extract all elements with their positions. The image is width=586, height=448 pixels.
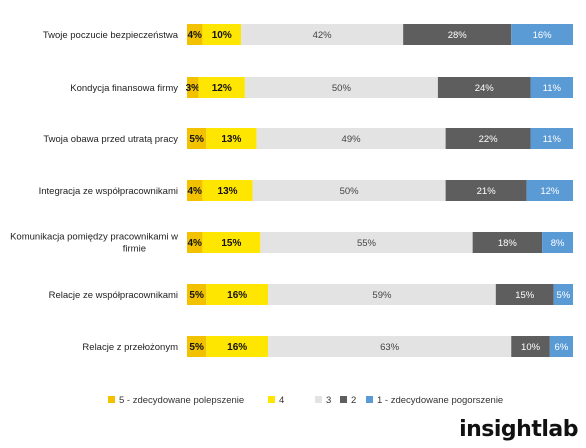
data-label: 55% bbox=[357, 238, 377, 249]
category-label: Twoje poczucie bezpieczeństwa bbox=[43, 30, 179, 41]
data-label: 11% bbox=[543, 134, 562, 145]
bar-segment bbox=[511, 336, 550, 357]
bar-segment bbox=[549, 336, 573, 357]
data-label: 12% bbox=[212, 83, 232, 94]
category-label: Relacje ze współpracownikami bbox=[49, 290, 178, 301]
bar-segment bbox=[260, 232, 473, 253]
data-label: 16% bbox=[533, 30, 553, 41]
bar-segment bbox=[403, 24, 512, 45]
bar-segment bbox=[187, 336, 207, 357]
bar-area: 4% 10% 42% 28% 16% 3% 12% 50% 24% 11% 5% 13% 49% 22% 1… bbox=[186, 24, 573, 357]
data-label: 5% bbox=[189, 290, 204, 301]
data-label: 5% bbox=[189, 134, 204, 145]
bar-segment bbox=[530, 128, 573, 149]
data-label: 4% bbox=[187, 186, 202, 197]
bar-segment bbox=[187, 284, 207, 305]
legend-label: 4 bbox=[279, 395, 284, 406]
brand-main: insight bbox=[459, 417, 542, 442]
legend-label: 2 bbox=[351, 395, 356, 406]
data-label: 28% bbox=[448, 30, 468, 41]
data-label: 5% bbox=[189, 342, 204, 353]
bar-segment bbox=[202, 180, 253, 201]
data-label: 10% bbox=[212, 30, 232, 41]
bar-segment bbox=[445, 180, 527, 201]
legend-swatch bbox=[340, 396, 347, 403]
category-label: Relacje z przełożonym bbox=[82, 342, 178, 353]
legend: 5 - zdecydowane polepszenie 4 3 2 1 - zdecyd… bbox=[108, 395, 503, 406]
category-label: Twoja obawa przed utratą pracy bbox=[43, 134, 178, 145]
data-label: 12% bbox=[540, 186, 560, 197]
bar-segment bbox=[187, 77, 199, 98]
legend-label: 3 bbox=[326, 395, 331, 406]
legend-swatch bbox=[268, 396, 275, 403]
brand-sub: lab bbox=[541, 417, 578, 442]
bar-segment bbox=[268, 284, 496, 305]
bar-segment bbox=[530, 77, 573, 98]
category-label: Komunikacja pomiędzy pracownikami w firmi… bbox=[10, 232, 178, 255]
data-label: 59% bbox=[372, 290, 392, 301]
data-label: 6% bbox=[555, 342, 569, 353]
data-label: 42% bbox=[313, 30, 333, 41]
bar-segment bbox=[187, 128, 207, 149]
bar-segment bbox=[256, 128, 446, 149]
legend-swatch bbox=[315, 396, 322, 403]
data-label: 24% bbox=[475, 83, 495, 94]
bar-segment bbox=[511, 24, 573, 45]
data-label: 15% bbox=[515, 290, 535, 301]
bar-segment bbox=[202, 24, 242, 45]
bar-segment bbox=[206, 284, 269, 305]
bar-segment bbox=[445, 128, 531, 149]
data-label: 21% bbox=[477, 186, 497, 197]
data-label: 4% bbox=[187, 238, 202, 249]
bar-segment bbox=[202, 232, 261, 253]
data-label: 50% bbox=[332, 83, 352, 94]
data-label: 10% bbox=[521, 342, 541, 353]
bar-segment bbox=[268, 336, 512, 357]
legend-swatch bbox=[108, 396, 115, 403]
category-label: Integracja ze współpracownikami bbox=[39, 186, 178, 197]
data-label: 50% bbox=[340, 186, 360, 197]
bar-segment bbox=[252, 180, 446, 201]
bar-segment bbox=[206, 128, 257, 149]
data-label: 63% bbox=[380, 342, 400, 353]
bar-segment bbox=[495, 284, 554, 305]
data-label: 16% bbox=[227, 342, 247, 353]
legend-label: 1 - zdecydowane pogorszenie bbox=[377, 395, 503, 406]
data-label: 4% bbox=[187, 30, 202, 41]
category-labels: Twoje poczucie bezpieczeństwa Kondycja fi… bbox=[10, 30, 179, 353]
bar-segment bbox=[244, 77, 438, 98]
data-label: 8% bbox=[551, 238, 565, 249]
bar-segment bbox=[206, 336, 269, 357]
data-label: 5% bbox=[556, 290, 570, 301]
category-label: Kondycja finansowa firmy bbox=[70, 83, 178, 94]
data-label: 15% bbox=[221, 238, 241, 249]
bar-segment bbox=[437, 77, 531, 98]
legend-swatch bbox=[366, 396, 373, 403]
bar-segment bbox=[472, 232, 543, 253]
data-label: 22% bbox=[479, 134, 499, 145]
brand-logo: insightlab bbox=[459, 417, 578, 442]
data-label: 3% bbox=[186, 83, 201, 94]
data-label: 11% bbox=[543, 83, 562, 94]
data-label: 13% bbox=[221, 134, 241, 145]
data-label: 49% bbox=[342, 134, 362, 145]
bar-segment bbox=[187, 180, 203, 201]
data-label: 16% bbox=[227, 290, 247, 301]
bar-segment bbox=[553, 284, 573, 305]
bar-segment bbox=[542, 232, 573, 253]
bar-segment bbox=[526, 180, 573, 201]
bar-segment bbox=[187, 232, 203, 253]
data-label: 18% bbox=[498, 238, 518, 249]
bar-segment bbox=[241, 24, 404, 45]
data-label: 13% bbox=[218, 186, 238, 197]
bar-segment bbox=[187, 24, 203, 45]
bar-segment bbox=[198, 77, 245, 98]
legend-label: 5 - zdecydowane polepszenie bbox=[119, 395, 244, 406]
